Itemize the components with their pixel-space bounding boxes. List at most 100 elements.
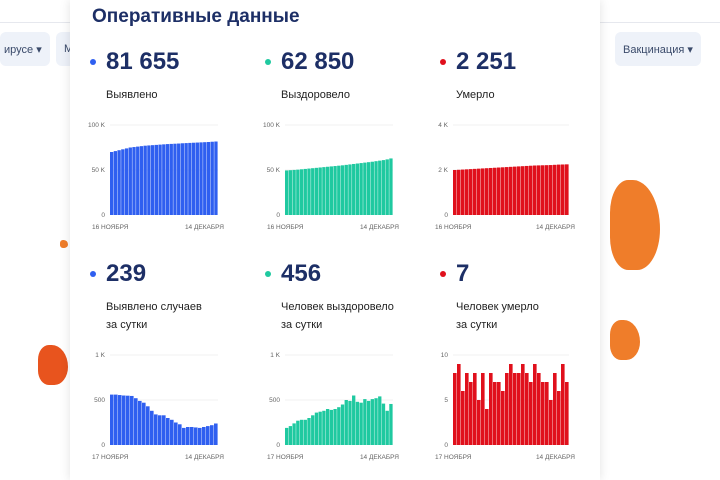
bar <box>370 399 374 445</box>
bar <box>303 168 307 215</box>
bar <box>206 426 210 445</box>
bar <box>565 164 569 215</box>
bar <box>142 402 146 445</box>
bar <box>465 373 469 445</box>
bar <box>381 160 386 215</box>
bar <box>557 391 561 445</box>
stat-value: 62 850 <box>281 48 355 75</box>
bar <box>352 163 356 215</box>
bar <box>553 373 557 445</box>
bar <box>122 395 126 445</box>
y-tick-label: 100 K <box>88 122 106 129</box>
bar <box>525 373 529 445</box>
y-tick-label: 1 K <box>95 352 105 359</box>
bar <box>533 364 537 445</box>
bar <box>307 418 311 445</box>
bar <box>182 427 186 445</box>
bar <box>203 142 207 215</box>
map-region <box>60 240 68 248</box>
bar <box>195 142 199 215</box>
bar <box>143 145 147 215</box>
bar <box>318 411 322 445</box>
bar <box>521 364 525 445</box>
bar <box>162 144 166 215</box>
y-tick-label: 500 <box>94 397 105 404</box>
bar <box>329 409 334 445</box>
x-tick-label: 16 НОЯБРЯ <box>267 224 304 231</box>
bar <box>322 167 326 215</box>
bar <box>517 166 521 215</box>
bar <box>481 373 485 445</box>
bar <box>292 423 296 445</box>
bar <box>378 396 382 445</box>
bar <box>505 167 509 215</box>
bar <box>363 399 367 445</box>
stat-deaths-daily: 7 Человек умерло за сутки <box>440 260 610 334</box>
bar <box>288 426 293 445</box>
bar <box>110 152 114 215</box>
bar <box>370 161 374 215</box>
bar <box>389 158 393 215</box>
bar <box>285 170 289 215</box>
bar <box>188 142 192 215</box>
bar <box>501 391 505 445</box>
bar <box>541 165 545 215</box>
bar <box>344 164 348 215</box>
bar <box>202 427 206 445</box>
bar <box>453 170 457 215</box>
bar <box>381 403 386 445</box>
bar <box>366 162 371 215</box>
y-tick-label: 500 <box>269 397 280 404</box>
bar <box>139 146 144 215</box>
bar <box>461 391 465 445</box>
legend-dot-icon <box>90 59 96 65</box>
bar <box>146 406 150 445</box>
bar <box>121 149 125 215</box>
bar <box>545 382 549 445</box>
bar <box>385 410 389 445</box>
stat-value: 2 251 <box>456 48 517 75</box>
legend-dot-icon <box>440 271 446 277</box>
bar <box>477 400 481 445</box>
stat-deaths-total: 2 251 Умерло <box>440 48 610 104</box>
bar <box>288 170 293 215</box>
bar <box>378 160 382 215</box>
bar <box>457 364 461 445</box>
x-tick-label: 17 НОЯБРЯ <box>435 454 472 461</box>
bar <box>553 164 557 215</box>
y-tick-label: 0 <box>444 442 448 449</box>
bar <box>169 143 173 215</box>
bar <box>481 168 485 215</box>
bar <box>214 141 218 215</box>
stat-recovered-daily: 456 Человек выздоровело за сутки <box>265 260 435 334</box>
bar <box>545 165 549 215</box>
bar <box>132 147 136 215</box>
bar <box>337 165 341 215</box>
bar <box>303 419 307 445</box>
bar <box>318 167 322 215</box>
bar <box>210 425 214 445</box>
nav-dropdown-label: ирусе ▾ <box>4 43 42 56</box>
stat-label: Выявлено случаев <box>106 301 202 313</box>
bar <box>118 395 122 445</box>
bar <box>180 143 185 215</box>
bar <box>529 382 533 445</box>
nav-dropdown-virus[interactable]: ирусе ▾ <box>0 32 50 66</box>
bar <box>374 398 378 445</box>
x-tick-label: 16 НОЯБРЯ <box>92 224 129 231</box>
bar <box>477 168 481 215</box>
bar <box>561 364 565 445</box>
y-tick-label: 10 <box>441 352 449 359</box>
bar <box>389 403 393 445</box>
bar <box>113 151 118 215</box>
bar <box>348 400 352 445</box>
nav-dropdown-vaccination[interactable]: Вакцинация ▾ <box>615 32 701 66</box>
panel-title: Оперативные данные <box>92 6 300 27</box>
bar <box>285 427 289 445</box>
bar <box>314 412 319 445</box>
bar <box>190 427 194 445</box>
bar <box>352 395 356 445</box>
bar <box>533 165 537 215</box>
